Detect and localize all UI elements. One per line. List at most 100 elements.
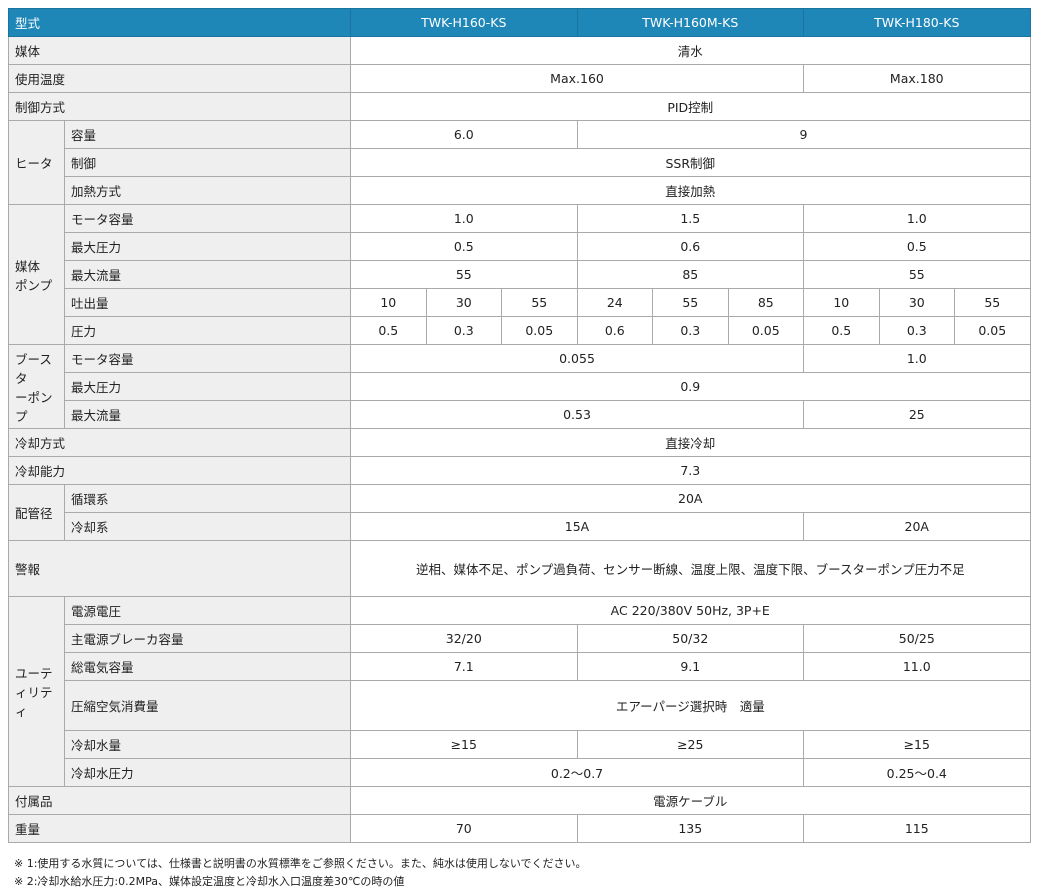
spec-table: 型式 TWK-H160-KS TWK-H160M-KS TWK-H180-KS … bbox=[7, 8, 1031, 843]
row-label: 媒体 bbox=[7, 36, 352, 65]
value-cell: 55 bbox=[350, 260, 578, 289]
value-cell: 135 bbox=[576, 814, 805, 843]
table-row: 制御方式 PID控制 bbox=[7, 92, 1031, 121]
group-label: ヒータ bbox=[8, 120, 65, 205]
row-label: 最大流量 bbox=[63, 400, 352, 429]
row-label: 最大圧力 bbox=[63, 232, 352, 261]
table-row: ユーテ ィリティ 電源電圧 AC 220/380V 50Hz, 3P+E bbox=[8, 596, 1031, 787]
table-row: 加熱方式 直接加熱 bbox=[9, 176, 1031, 205]
value-cell: 1.0 bbox=[350, 204, 578, 233]
table-row: 冷却水量 ≥15 ≥25 ≥15 bbox=[9, 730, 1031, 759]
row-label: 冷却水圧力 bbox=[63, 758, 352, 787]
row-label: 警報 bbox=[7, 540, 352, 597]
value-cell: 55 bbox=[954, 288, 1031, 317]
value-cell: 7.3 bbox=[350, 456, 1031, 485]
table-row: 制御 SSR制御 bbox=[9, 148, 1031, 177]
value-cell: ≥15 bbox=[350, 730, 578, 759]
row-label: 使用温度 bbox=[7, 64, 352, 93]
value-cell: 0.05 bbox=[727, 316, 805, 345]
table-row: 最大流量 55 85 55 bbox=[9, 260, 1031, 289]
value-cell: 0.25～0.4 bbox=[803, 758, 1031, 787]
header-row: 型式 TWK-H160-KS TWK-H160M-KS TWK-H180-KS bbox=[7, 8, 1031, 37]
table-row: 圧力 0.5 0.3 0.05 0.6 0.3 0.05 0.5 0.3 0.05 bbox=[9, 316, 1031, 345]
row-label: 最大流量 bbox=[63, 260, 352, 289]
table-row: 圧縮空気消費量 エアーパージ選択時 適量 bbox=[9, 680, 1031, 731]
value-cell: 0.9 bbox=[350, 372, 1031, 401]
table-row: 冷却水圧力 0.2～0.7 0.25～0.4 bbox=[9, 758, 1031, 787]
value-cell: 0.5 bbox=[803, 316, 880, 345]
value-cell: 20A bbox=[803, 512, 1031, 541]
row-label: 循環系 bbox=[63, 484, 352, 513]
value-cell: 0.3 bbox=[878, 316, 956, 345]
row-label: モータ容量 bbox=[63, 344, 352, 373]
value-cell: 1.0 bbox=[803, 204, 1031, 233]
value-cell: 0.055 bbox=[350, 344, 805, 373]
value-cell: 0.53 bbox=[350, 400, 805, 429]
model-header: TWK-H160M-KS bbox=[576, 8, 805, 37]
row-label: 冷却水量 bbox=[63, 730, 352, 759]
value-cell: 9.1 bbox=[576, 652, 805, 681]
row-label: 冷却系 bbox=[63, 512, 352, 541]
value-cell: 32/20 bbox=[350, 624, 578, 653]
value-cell: エアーパージ選択時 適量 bbox=[350, 680, 1031, 731]
value-cell: Max.180 bbox=[803, 64, 1031, 93]
footnote: ※ 2:冷却水給水圧力:0.2MPa、媒体設定温度と冷却水入口温度差30℃の時の… bbox=[14, 875, 405, 888]
row-label: 容量 bbox=[63, 120, 352, 149]
value-cell: 30 bbox=[878, 288, 956, 317]
row-label: 付属品 bbox=[7, 786, 352, 815]
table-row: 媒体 清水 bbox=[7, 36, 1031, 65]
value-cell: SSR制御 bbox=[350, 148, 1031, 177]
value-cell: 0.6 bbox=[576, 232, 805, 261]
value-cell: 9 bbox=[576, 120, 1031, 149]
value-cell: 電源ケーブル bbox=[350, 786, 1031, 815]
value-cell: 0.5 bbox=[350, 316, 427, 345]
row-label: 制御 bbox=[63, 148, 352, 177]
value-cell: 直接加熱 bbox=[350, 176, 1031, 205]
group-label: ブースタ ーポンプ bbox=[8, 344, 65, 429]
value-cell: 30 bbox=[425, 288, 503, 317]
row-label: 主電源ブレーカ容量 bbox=[63, 624, 352, 653]
table-row: 警報 逆相、媒体不足、ポンプ過負荷、センサー断線、温度上限、温度下限、ブースターポ… bbox=[7, 540, 1031, 597]
value-cell: 逆相、媒体不足、ポンプ過負荷、センサー断線、温度上限、温度下限、ブースターポンプ… bbox=[350, 540, 1031, 597]
value-cell: 0.3 bbox=[425, 316, 503, 345]
value-cell: ≥15 bbox=[803, 730, 1031, 759]
table-row: 冷却能力 7.3 bbox=[7, 456, 1031, 485]
value-cell: 85 bbox=[576, 260, 805, 289]
value-cell: 10 bbox=[350, 288, 427, 317]
value-cell: 25 bbox=[803, 400, 1031, 429]
value-cell: 清水 bbox=[350, 36, 1031, 65]
value-cell: 115 bbox=[803, 814, 1031, 843]
table-row: 総電気容量 7.1 9.1 11.0 bbox=[9, 652, 1031, 681]
value-cell: 15A bbox=[350, 512, 805, 541]
table-row: 吐出量 10 30 55 24 55 85 10 30 55 bbox=[9, 288, 1031, 317]
group-label: 配管径 bbox=[8, 484, 65, 541]
value-cell: 0.3 bbox=[652, 316, 729, 345]
table-row: 冷却方式 直接冷却 bbox=[7, 428, 1031, 457]
value-cell: 24 bbox=[576, 288, 654, 317]
value-cell: ≥25 bbox=[576, 730, 805, 759]
value-cell: 70 bbox=[350, 814, 578, 843]
row-label: 加熱方式 bbox=[63, 176, 352, 205]
table-row: 使用温度 Max.160 Max.180 bbox=[7, 64, 1031, 93]
row-label: 最大圧力 bbox=[63, 372, 352, 401]
row-label: 冷却方式 bbox=[7, 428, 352, 457]
row-label: モータ容量 bbox=[63, 204, 352, 233]
value-cell: 55 bbox=[652, 288, 729, 317]
value-cell: 55 bbox=[803, 260, 1031, 289]
value-cell: 0.05 bbox=[501, 316, 578, 345]
value-cell: 0.05 bbox=[954, 316, 1031, 345]
row-label: 電源電圧 bbox=[63, 596, 352, 625]
value-cell: 11.0 bbox=[803, 652, 1031, 681]
value-cell: 1.5 bbox=[576, 204, 805, 233]
value-cell: 85 bbox=[727, 288, 805, 317]
value-cell: 0.6 bbox=[576, 316, 654, 345]
value-cell: 55 bbox=[501, 288, 578, 317]
value-cell: 1.0 bbox=[803, 344, 1031, 373]
value-cell: 直接冷却 bbox=[350, 428, 1031, 457]
model-header: TWK-H160-KS bbox=[350, 8, 578, 37]
value-cell: 10 bbox=[803, 288, 880, 317]
value-cell: 0.5 bbox=[350, 232, 578, 261]
row-label: 吐出量 bbox=[63, 288, 352, 317]
table-row: 主電源ブレーカ容量 32/20 50/32 50/25 bbox=[9, 624, 1031, 653]
table-row: 冷却系 15A 20A bbox=[9, 512, 1031, 541]
